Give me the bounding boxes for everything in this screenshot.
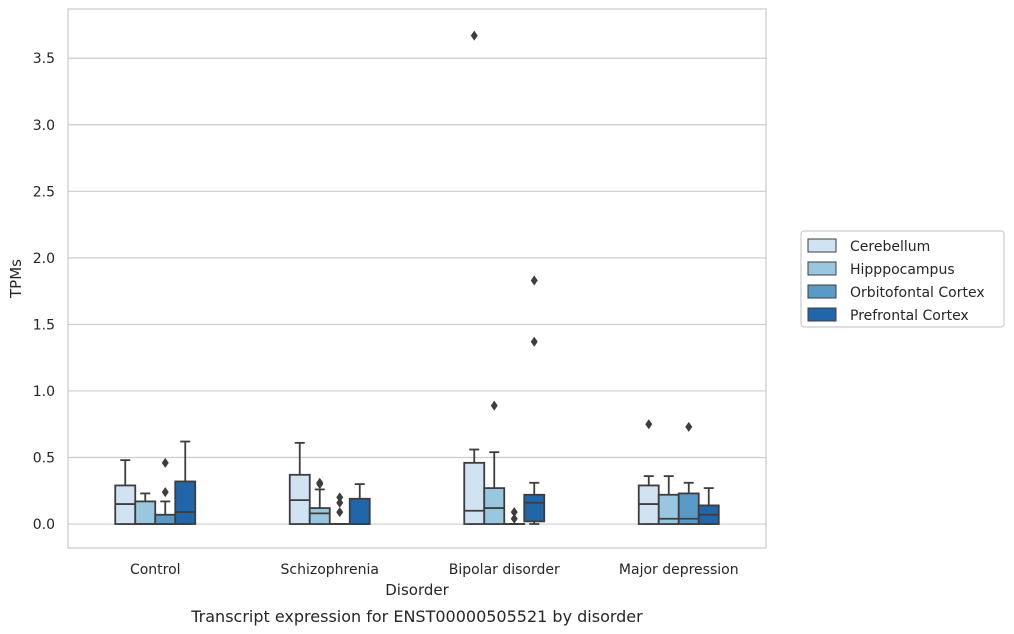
box: [154, 457, 177, 525]
x-axis-label: Disorder: [385, 581, 449, 599]
y-tick-label: 1.0: [33, 384, 55, 400]
legend-swatch: [807, 261, 837, 276]
box: [288, 441, 311, 525]
y-tick-label: 0.5: [33, 451, 55, 467]
outlier-point: [336, 507, 344, 518]
y-tick-label: 2.0: [33, 251, 55, 267]
legend-item: Cerebellum: [807, 238, 930, 255]
legend-item: Orbitofontal Cortex: [807, 284, 985, 301]
box: [657, 475, 680, 525]
box: [503, 507, 526, 525]
category-group: [114, 440, 197, 525]
outlier-point: [530, 336, 538, 347]
box: [523, 275, 546, 525]
category-group: [463, 30, 546, 525]
outlier-point: [336, 497, 344, 508]
y-axis-label: TPMs: [7, 259, 25, 299]
box-body: [154, 513, 177, 525]
box: [134, 492, 157, 525]
outlier-point: [530, 275, 538, 286]
box-body: [134, 500, 157, 525]
box: [637, 419, 660, 525]
legend-swatch: [807, 307, 837, 322]
y-tick-label: 1.5: [33, 317, 55, 333]
outlier-point: [510, 507, 518, 518]
legend-label: Hipppocampus: [850, 262, 955, 278]
box-body: [348, 497, 371, 525]
outlier-point: [336, 492, 344, 503]
box-body: [483, 487, 506, 525]
chart-caption: Transcript expression for ENST0000050552…: [190, 607, 643, 626]
x-tick-label: Major depression: [619, 562, 739, 578]
x-axis-ticks: Control Schizophrenia Bipolar disorder Majo…: [130, 562, 739, 578]
box: [328, 492, 351, 525]
y-tick-label: 2.5: [33, 184, 55, 200]
y-tick-label: 0.0: [33, 517, 55, 533]
box-body: [174, 480, 197, 525]
box: [308, 477, 331, 525]
box-body: [657, 493, 680, 525]
box: [348, 483, 371, 525]
x-tick-label: Bipolar disorder: [449, 562, 560, 578]
box-body: [523, 493, 546, 523]
y-tick-label: 3.5: [33, 51, 55, 67]
category-group: [288, 441, 371, 525]
box: [697, 487, 720, 525]
box: [174, 440, 197, 525]
outlier-point: [161, 457, 169, 468]
plot-frame: [67, 8, 767, 549]
outlier-point: [685, 421, 693, 432]
box: [114, 459, 137, 525]
category-group: [637, 419, 720, 525]
y-tick-label: 3.0: [33, 118, 55, 134]
outlier-point: [161, 487, 169, 498]
legend-label: Orbitofontal Cortex: [850, 285, 985, 301]
box: [483, 400, 506, 525]
legend: Cerebellum Hipppocampus Orbitofontal Corte…: [800, 230, 1005, 328]
y-axis-ticks: 0.0 0.5 1.0 1.5 2.0 2.5 3.0 3.5: [33, 51, 55, 533]
outlier-point: [645, 419, 653, 430]
legend-label: Cerebellum: [850, 239, 930, 255]
legend-frame: [800, 230, 1005, 328]
legend-item: Hipppocampus: [807, 261, 955, 278]
x-tick-label: Control: [130, 562, 181, 578]
legend-swatch: [807, 238, 837, 253]
box-groups: [114, 30, 720, 525]
outlier-point: [470, 30, 478, 41]
outlier-point: [490, 400, 498, 411]
legend-item: Prefrontal Cortex: [807, 307, 969, 324]
outlier-point: [316, 477, 324, 488]
legend-swatch: [807, 284, 837, 299]
grid-lines: [68, 57, 766, 525]
box-body: [463, 461, 486, 525]
box: [463, 30, 486, 525]
box: [677, 421, 700, 525]
outlier-point: [510, 513, 518, 524]
legend-label: Prefrontal Cortex: [850, 308, 969, 324]
x-tick-label: Schizophrenia: [281, 562, 379, 578]
box-body: [308, 507, 331, 525]
